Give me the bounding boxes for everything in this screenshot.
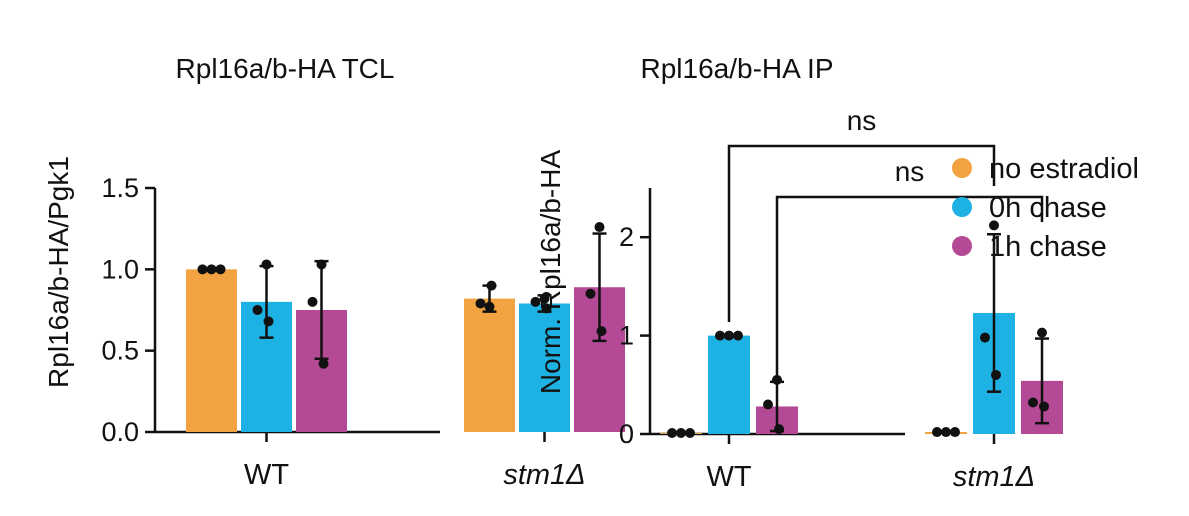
legend-marker-no-estradiol (952, 158, 972, 178)
data-point (763, 399, 773, 410)
tcl-chart: Rpl16a/b-HA TCL Rpl16a/b-HA/Pgk1 0.0 0.5 1.0… (43, 53, 625, 491)
x-tick-label-wt: WT (244, 459, 289, 491)
y-tick-label: 0.0 (101, 417, 139, 447)
data-point (715, 330, 725, 341)
data-point (263, 316, 274, 327)
data-point (307, 296, 318, 307)
data-point (206, 264, 217, 275)
y-axis-label: Norm. Rpl16a/b-HA (535, 150, 566, 395)
data-point (539, 293, 550, 304)
data-point (252, 305, 263, 315)
ip-chart: Rpl16a/b-HA IP Norm. Rpl16a/b-HA 0 1 2 WT stm1… (535, 53, 1063, 493)
data-point (980, 332, 990, 343)
legend-label-0h-chase: 0h chase (989, 192, 1107, 224)
bar-wt-no-estradiol (186, 269, 237, 432)
data-point (585, 288, 596, 299)
data-point (1039, 401, 1049, 412)
y-tick-label: 1.5 (101, 173, 139, 203)
legend-marker-0h-chase (952, 197, 972, 217)
significance-label: ns (847, 105, 877, 136)
data-point (541, 303, 552, 314)
legend: no estradiol 0h chase 1h chase (952, 153, 1139, 263)
y-tick-label: 0.5 (101, 336, 139, 366)
data-point (594, 222, 605, 233)
data-point (950, 427, 960, 438)
data-point (932, 427, 942, 438)
y-axis-label: Rpl16a/b-HA/Pgk1 (43, 156, 74, 388)
significance-bracket (775, 195, 1044, 380)
significance-label: ns (895, 156, 925, 187)
data-point (215, 264, 226, 275)
data-point (261, 259, 272, 270)
data-point (530, 296, 541, 307)
data-point (733, 330, 743, 341)
x-tick-label-wt: WT (706, 461, 751, 493)
data-point (484, 301, 495, 312)
data-point (1037, 327, 1047, 338)
data-point (486, 280, 497, 291)
chart-title: Rpl16a/b-HA IP (641, 53, 834, 84)
legend-label-no-estradiol: no estradiol (989, 153, 1139, 185)
bar-wt-0h-chase (708, 335, 750, 434)
data-point (989, 220, 999, 231)
data-point (197, 264, 208, 275)
data-point (475, 298, 486, 309)
significance-bracket (727, 144, 996, 322)
bar-stm1--no-estradiol (464, 298, 515, 432)
legend-marker-1h-chase (952, 236, 972, 256)
y-tick-label: 1 (619, 321, 634, 351)
data-point (685, 428, 695, 439)
y-tick-label: 1.0 (101, 254, 139, 284)
data-point (1028, 397, 1038, 408)
data-point (724, 330, 734, 341)
chart-title: Rpl16a/b-HA TCL (176, 53, 395, 84)
data-point (774, 424, 784, 435)
bar-stm1--0h-chase (519, 303, 570, 432)
legend-label-1h-chase: 1h chase (989, 231, 1107, 263)
data-point (676, 428, 686, 439)
data-point (941, 427, 951, 438)
data-point (318, 358, 329, 369)
data-point (667, 428, 677, 439)
x-tick-label-stm1-: stm1Δ (953, 461, 1035, 493)
y-tick-label: 0 (619, 419, 634, 449)
data-point (596, 326, 607, 337)
data-point (991, 369, 1001, 380)
data-point (316, 259, 327, 270)
x-tick-label-stm1-: stm1Δ (503, 459, 585, 491)
y-tick-label: 2 (619, 222, 634, 252)
